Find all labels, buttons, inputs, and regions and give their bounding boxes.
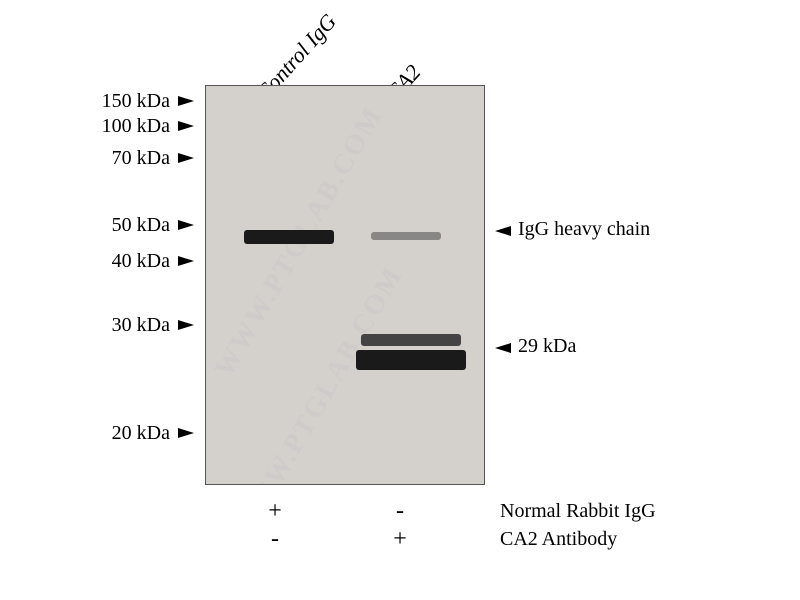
- ladder-label: 40 kDa: [70, 250, 170, 273]
- ladder-label: 30 kDa: [70, 314, 170, 337]
- band-control-igghc: [244, 230, 334, 244]
- ladder-label: 100 kDa: [70, 115, 170, 138]
- condition-mark: +: [260, 498, 290, 525]
- ladder-label: 20 kDa: [70, 422, 170, 445]
- condition-mark: +: [385, 526, 415, 553]
- band-ca2-upper: [361, 334, 461, 346]
- arrow-right-icon: [178, 428, 194, 438]
- arrow-right-icon: [178, 96, 194, 106]
- annotation-igg-heavy-chain: IgG heavy chain: [518, 218, 650, 241]
- arrow-left-icon: [495, 343, 511, 353]
- annotation-29kda: 29 kDa: [518, 335, 576, 358]
- blot-membrane: WWW.PTGLAB.COM WWW.PTGLAB.COM: [205, 85, 485, 485]
- condition-mark: -: [385, 498, 415, 525]
- arrow-left-icon: [495, 226, 511, 236]
- band-ca2-igghc-faint: [371, 232, 441, 240]
- arrow-right-icon: [178, 121, 194, 131]
- ladder-label: 150 kDa: [70, 90, 170, 113]
- figure-container: Control IgG CA2 WWW.PTGLAB.COM WWW.PTGLA…: [70, 10, 730, 590]
- arrow-right-icon: [178, 220, 194, 230]
- condition-label-normal-igg: Normal Rabbit IgG: [500, 500, 656, 523]
- arrow-right-icon: [178, 256, 194, 266]
- arrow-right-icon: [178, 320, 194, 330]
- ladder-label: 50 kDa: [70, 214, 170, 237]
- condition-mark: -: [260, 526, 290, 553]
- band-ca2-29kda: [356, 350, 466, 370]
- condition-label-ca2-antibody: CA2 Antibody: [500, 528, 617, 551]
- arrow-right-icon: [178, 153, 194, 163]
- ladder-label: 70 kDa: [70, 147, 170, 170]
